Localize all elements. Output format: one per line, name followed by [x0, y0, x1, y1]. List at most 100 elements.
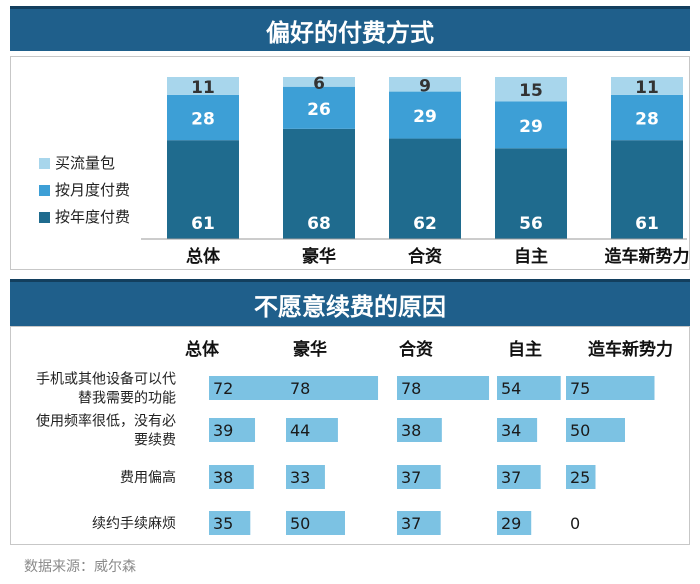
hbar [566, 376, 655, 400]
hbar [497, 511, 532, 535]
hbar-value-label: 33 [290, 468, 310, 487]
reason-label: 替我需要的功能 [78, 391, 176, 407]
bar-segment [167, 94, 239, 141]
x-tick-label: 合资 [408, 246, 442, 267]
hbar-value-label: 34 [501, 421, 521, 440]
hbar-value-label: 38 [213, 468, 233, 487]
data-label: 62 [413, 214, 437, 234]
hbar [286, 465, 325, 489]
hbar [286, 418, 338, 442]
group-header: 合资 [399, 339, 433, 360]
group-header: 豪华 [293, 339, 327, 360]
data-label: 9 [419, 76, 431, 96]
hbar [209, 511, 251, 535]
x-tick-label: 自主 [514, 246, 548, 267]
reason-label: 要续费 [134, 432, 176, 449]
data-label: 61 [191, 214, 215, 234]
hbar-value-label: 54 [501, 379, 521, 398]
hbar [209, 465, 254, 489]
legend-label: 买流量包 [55, 154, 115, 172]
hbar [209, 418, 256, 442]
bar-segment [495, 101, 567, 149]
hbar-value-label: 35 [213, 514, 233, 533]
data-label: 6 [313, 74, 325, 94]
hbar [397, 418, 442, 442]
hbar-value-label: 75 [570, 379, 590, 398]
chart2-panel: 总体 豪华 合资 自主 造车新势力手机或其他设备可以代替我需要的功能 72 78 78 54 75… [10, 326, 690, 545]
hbar-value-label: 44 [290, 421, 310, 440]
data-label: 11 [191, 78, 215, 98]
chart1-title: 偏好的付费方式 [266, 18, 434, 47]
bar-segment [611, 140, 683, 239]
hbar-value-label: 50 [570, 421, 590, 440]
bar-segment [167, 77, 239, 95]
group-header: 造车新势力 [588, 339, 673, 360]
stacked-bar-chart: 61 28 11 总体 68 26 6 豪华 62 29 9 合资 56 29 15 自主 61 28 11 造车新势… [39, 74, 690, 267]
hbar-value-label: 25 [570, 468, 590, 487]
bar-segment [167, 140, 239, 239]
chart1-title-banner: 偏好的付费方式 [10, 6, 690, 51]
hbar-value-label: 38 [401, 421, 421, 440]
bar-segment [389, 77, 461, 92]
hbar-value-label: 37 [401, 468, 421, 487]
data-label: 61 [635, 214, 659, 234]
bar-segment [283, 86, 355, 129]
data-label: 68 [307, 214, 331, 234]
chart2-title: 不愿意续费的原因 [254, 292, 446, 321]
bar-segment [389, 91, 461, 139]
bar-segment [611, 77, 683, 95]
bar-segment [495, 148, 567, 239]
legend-label: 按年度付费 [55, 208, 130, 226]
hbar-value-label: 39 [213, 421, 233, 440]
hbar [286, 511, 345, 535]
chart2-title-banner: 不愿意续费的原因 [10, 279, 690, 326]
legend-label: 按月度付费 [55, 181, 130, 199]
hbar [397, 511, 441, 535]
hbar [497, 465, 541, 489]
hbar-value-label: 37 [401, 514, 421, 533]
hbar-value-label: 0 [570, 514, 580, 533]
bar-segment [283, 77, 355, 87]
hbar [397, 465, 441, 489]
data-label: 56 [519, 214, 543, 234]
hbar [497, 376, 561, 400]
hbar [566, 465, 596, 489]
reason-label: 续约手续麻烦 [92, 515, 176, 532]
hbar-value-label: 78 [401, 379, 421, 398]
reason-label: 手机或其他设备可以代 [36, 371, 176, 388]
hbar [397, 376, 490, 400]
group-header: 自主 [508, 339, 542, 360]
hbar-value-label: 78 [290, 379, 310, 398]
hbar-value-label: 29 [501, 514, 521, 533]
reason-label: 使用频率很低，没有必 [36, 413, 176, 430]
data-label: 29 [519, 117, 543, 137]
hbar [209, 376, 294, 400]
x-tick-label: 豪华 [302, 246, 336, 267]
hbar-value-label: 72 [213, 379, 233, 398]
legend-swatch [39, 158, 50, 169]
data-label: 26 [307, 100, 331, 120]
legend-swatch [39, 185, 50, 196]
data-label: 28 [191, 110, 215, 130]
chart1-panel: 61 28 11 总体 68 26 6 豪华 62 29 9 合资 56 29 15 自主 61 28 11 造车新势… [10, 56, 690, 270]
reason-label: 费用偏高 [120, 469, 176, 486]
hbar-value-label: 50 [290, 514, 310, 533]
bar-segment [611, 94, 683, 141]
bar-segment [495, 77, 567, 102]
data-label: 29 [413, 107, 437, 127]
hbar [286, 376, 379, 400]
data-label: 11 [635, 78, 659, 98]
x-tick-label: 造车新势力 [605, 246, 690, 267]
group-header: 总体 [185, 339, 220, 360]
x-tick-label: 总体 [186, 246, 221, 267]
source-note: 数据来源：威尔森 [24, 559, 136, 575]
legend-swatch [39, 212, 50, 223]
hbar [566, 418, 625, 442]
bar-segment [283, 128, 355, 239]
data-label: 28 [635, 110, 659, 130]
hbar-value-label: 37 [501, 468, 521, 487]
bar-segment [389, 138, 461, 239]
data-label: 15 [519, 81, 543, 101]
hbar [497, 418, 538, 442]
